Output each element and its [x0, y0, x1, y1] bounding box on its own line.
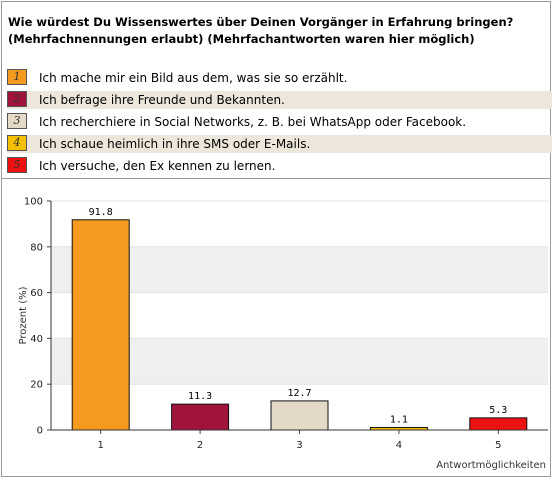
y-axis-ticks: 0 20 40 60 80 100	[24, 197, 51, 437]
data-labels: 91.8 11.3 12.7 1.1 5.3	[89, 207, 508, 426]
y-tick-label: 20	[30, 380, 43, 391]
bar-2	[171, 403, 230, 431]
legend-label-3: Ich recherchiere in Social Networks, z. …	[39, 115, 467, 129]
bar-1	[71, 219, 130, 431]
data-label-3: 12.7	[287, 388, 311, 399]
x-axis-label: Antwortmöglichkeiten	[436, 460, 546, 471]
legend-item-5: 5 Ich versuche, den Ex kennen zu lernen.	[7, 157, 552, 175]
legend-label-5: Ich versuche, den Ex kennen zu lernen.	[39, 159, 276, 173]
x-tick-label-4: 4	[396, 440, 402, 451]
grid-bands	[51, 246, 548, 385]
divider	[2, 178, 550, 179]
bar-5	[469, 417, 528, 431]
question-title: Wie würdest Du Wissenswertes über Deinen…	[8, 14, 548, 48]
x-tick-label-2: 2	[197, 440, 203, 451]
legend-label-1: Ich mache mir ein Bild aus dem, was sie …	[39, 71, 348, 85]
legend-label-2: Ich befrage ihre Freunde und Bekannten.	[39, 93, 285, 107]
y-tick-label: 100	[24, 197, 43, 208]
legend: 1 Ich mache mir ein Bild aus dem, was si…	[7, 69, 552, 179]
legend-item-2: 2 Ich befrage ihre Freunde und Bekannten…	[7, 91, 552, 109]
grid-band	[51, 338, 548, 385]
legend-item-1: 1 Ich mache mir ein Bild aus dem, was si…	[7, 69, 552, 87]
y-tick-label: 0	[37, 426, 43, 437]
grid-band	[51, 246, 548, 293]
x-tick-label-5: 5	[495, 440, 501, 451]
question-line-1: Wie würdest Du Wissenswertes über Deinen…	[8, 15, 514, 29]
x-tick-label-1: 1	[98, 440, 104, 451]
data-label-2: 11.3	[188, 391, 212, 402]
data-label-1: 91.8	[89, 207, 113, 218]
data-label-4: 1.1	[390, 414, 408, 425]
y-tick-label: 40	[30, 334, 43, 345]
legend-item-4: 4 Ich schaue heimlich in ihre SMS oder E…	[7, 135, 552, 153]
legend-label-4: Ich schaue heimlich in ihre SMS oder E-M…	[39, 137, 311, 151]
x-axis-ticks: 1 2 3 4 5	[98, 430, 501, 451]
question-line-2: (Mehrfachnennungen erlaubt) (Mehrfachant…	[8, 32, 475, 46]
bar-3	[270, 400, 329, 431]
legend-swatch-4: 4	[7, 135, 27, 151]
bar-chart: 0 20 40 60 80 100 91.8 11.3 12.7 1.1 5.3 1 2 3 4 5 Pr…	[18, 197, 548, 471]
y-tick-label: 80	[30, 242, 43, 253]
data-label-5: 5.3	[489, 405, 507, 416]
legend-item-3: 3 Ich recherchiere in Social Networks, z…	[7, 113, 552, 131]
y-tick-label: 60	[30, 288, 43, 299]
y-axis-label: Prozent (%)	[18, 286, 29, 344]
bars	[71, 219, 528, 431]
legend-swatch-5: 5	[7, 157, 27, 173]
x-tick-label-3: 3	[296, 440, 302, 451]
legend-swatch-1: 1	[7, 69, 27, 85]
legend-swatch-3: 3	[7, 113, 27, 129]
legend-swatch-2: 2	[7, 91, 27, 107]
